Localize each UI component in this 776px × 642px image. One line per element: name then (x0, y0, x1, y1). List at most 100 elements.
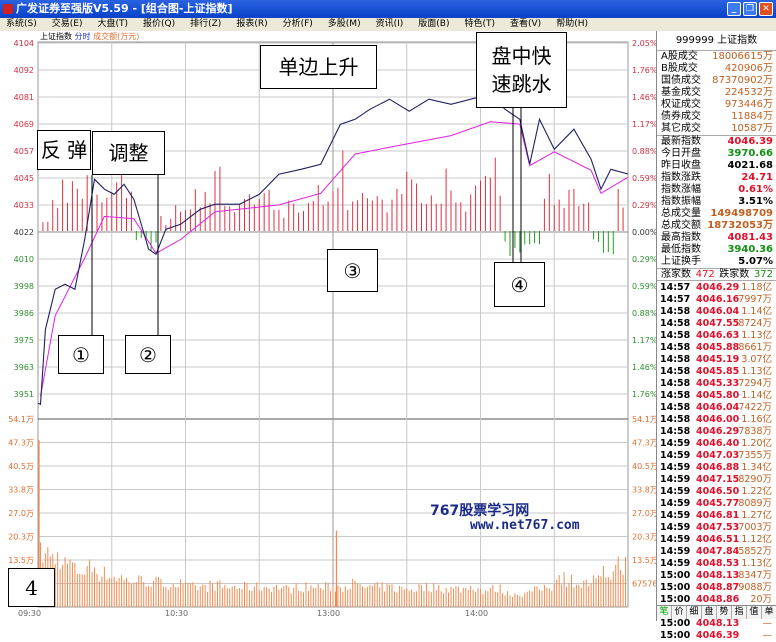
tick-amount: 1.13亿 (741, 366, 772, 377)
tick-price: 4047.84 (696, 546, 740, 557)
intraday-chart: 4104 2.05% 4092 1.76% 4081 1.46% 4069 1.17% 4057… (8, 39, 656, 618)
stat-label: B股成交 (661, 63, 698, 74)
tick-price: 4047.03 (696, 450, 740, 461)
tick-row: 14:59 4046.50 1.22亿 (657, 486, 776, 498)
stat-row: 总成交量 149498709 (657, 208, 776, 220)
tick-price: 4046.40 (696, 438, 740, 449)
menu-item[interactable]: 报价(Q) (143, 19, 176, 29)
annotation-rebound: 反 弹 (37, 130, 91, 170)
tick-row: 14:58 4046.00 1.16亿 (657, 414, 776, 426)
tick-time: 14:58 (660, 318, 691, 329)
volume-tick-label: 13.5万 (8, 556, 34, 565)
time-tick-label: 09:30 (18, 609, 41, 618)
stat-row: 总成交额 18732053万 (657, 220, 776, 232)
tick-price: 4048.13 (696, 618, 740, 629)
stat-value: 87370902万 (712, 75, 773, 86)
menu-item[interactable]: 查看(V) (510, 19, 542, 29)
menu-item[interactable]: 排行(Z) (190, 19, 222, 29)
panel-tab[interactable]: 笔 (657, 606, 672, 619)
tick-row: 15:00 4048.13 — (657, 618, 776, 630)
tick-price: 4045.85 (696, 366, 740, 377)
volume-tick-label: 47.3万 (8, 439, 34, 448)
tick-amount: 8089万 (738, 498, 772, 509)
tick-amount: 1.13亿 (741, 330, 772, 341)
tick-amount: 1.14亿 (741, 306, 772, 317)
tick-amount: 1.16亿 (741, 414, 772, 425)
panel-tab[interactable]: 势 (717, 606, 732, 619)
tick-time: 15:00 (660, 630, 691, 641)
tick-amount: 1.27亿 (741, 510, 772, 521)
stat-label: 总成交量 (661, 208, 701, 219)
tick-time: 14:59 (660, 510, 691, 521)
volume-right-tick-label: 40.5万 (632, 462, 656, 471)
legend-mode[interactable]: 分时 (74, 32, 91, 41)
volume-right-tick-label: 13.5万 (632, 556, 656, 565)
percent-tick-label: 0.59% (632, 174, 656, 183)
restore-button[interactable]: ❐ (743, 2, 757, 16)
tick-row: 15:00 4048.87 9088万 (657, 582, 776, 594)
panel-tab[interactable]: 细 (687, 606, 702, 619)
stat-row: A股成交 18006615万 (657, 51, 776, 63)
tick-amount: 7294万 (738, 378, 772, 389)
tick-price: 4048.53 (696, 558, 740, 569)
stat-value: 3.51% (738, 196, 773, 207)
tick-amount: 7838万 (738, 426, 772, 437)
tick-price: 4046.39 (696, 630, 740, 641)
time-tick-label: 10:30 (165, 609, 188, 618)
stat-value: 3940.36 (727, 244, 773, 255)
tick-row: 14:59 4046.81 1.27亿 (657, 510, 776, 522)
stat-label: 其它成交 (661, 123, 701, 134)
menu-item[interactable]: 大盘(T) (97, 19, 128, 29)
stat-row: B股成交 420906万 (657, 63, 776, 75)
percent-tick-label: 1.76% (632, 66, 656, 75)
tick-list[interactable]: 14:57 4046.29 1.18亿 14:57 4046.16 7997万 14:58 4… (657, 280, 776, 642)
tick-row: 15:00 4048.86 20万 (657, 594, 776, 606)
tick-price: 4045.80 (696, 390, 740, 401)
menu-item[interactable]: 特色(T) (464, 19, 496, 29)
menu-item[interactable]: 多股(M) (327, 19, 361, 29)
tick-price: 4046.50 (696, 486, 740, 497)
menu-item[interactable]: 系统(S) (6, 19, 37, 29)
price-tick-label: 4057 (14, 147, 34, 156)
close-button[interactable]: ✕ (759, 2, 773, 16)
price-tick-label: 4022 (14, 228, 34, 237)
menu-item[interactable]: 资讯(I) (375, 19, 404, 29)
panel-tab[interactable]: 盘 (702, 606, 717, 619)
tick-price: 4046.04 (696, 306, 740, 317)
up-count-label: 涨家数 (661, 269, 691, 280)
volume-tick-label: 27.0万 (8, 509, 34, 518)
stat-label: 指数振幅 (661, 196, 701, 207)
menu-item[interactable]: 分析(F) (282, 19, 313, 29)
panel-tab[interactable]: 单 (762, 606, 776, 619)
menu-item[interactable]: 版面(B) (418, 19, 450, 29)
price-tick-label: 3975 (14, 336, 34, 345)
tick-price: 4046.00 (696, 414, 740, 425)
menu-item[interactable]: 帮助(H) (556, 19, 588, 29)
tick-price: 4047.55 (696, 318, 740, 329)
price-tick-label: 3951 (14, 390, 34, 399)
menu-item[interactable]: 报表(R) (236, 19, 268, 29)
tick-time: 14:58 (660, 354, 691, 365)
tick-time: 14:58 (660, 426, 691, 437)
annotation-rise: 单边上升 (260, 45, 377, 89)
tick-price: 4045.77 (696, 498, 740, 509)
percent-tick-label: 2.05% (632, 39, 656, 48)
tick-time: 14:58 (660, 390, 691, 401)
tick-amount: 1.13亿 (741, 558, 772, 569)
tick-amount: 9088万 (738, 582, 772, 593)
menu-item[interactable]: 交易(E) (51, 19, 83, 29)
tick-price: 4046.16 (696, 294, 740, 305)
panel-tab[interactable]: 值 (747, 606, 762, 619)
tick-time: 14:59 (660, 534, 691, 545)
panel-tab[interactable]: 指 (732, 606, 747, 619)
tick-price: 4046.29 (696, 282, 740, 293)
tick-row: 14:59 4046.40 1.20亿 (657, 438, 776, 450)
percent-tick-label: 1.76% (632, 390, 656, 399)
stat-label: 基金成交 (661, 87, 701, 98)
legend-volume: 成交额(万元) (93, 32, 140, 41)
panel-tab[interactable]: 价 (672, 606, 687, 619)
minimize-button[interactable]: _ (727, 2, 741, 16)
tick-amount: 1.22亿 (741, 486, 772, 497)
tick-amount: 7003万 (738, 522, 772, 533)
tick-row: 14:59 4047.03 7355万 (657, 450, 776, 462)
